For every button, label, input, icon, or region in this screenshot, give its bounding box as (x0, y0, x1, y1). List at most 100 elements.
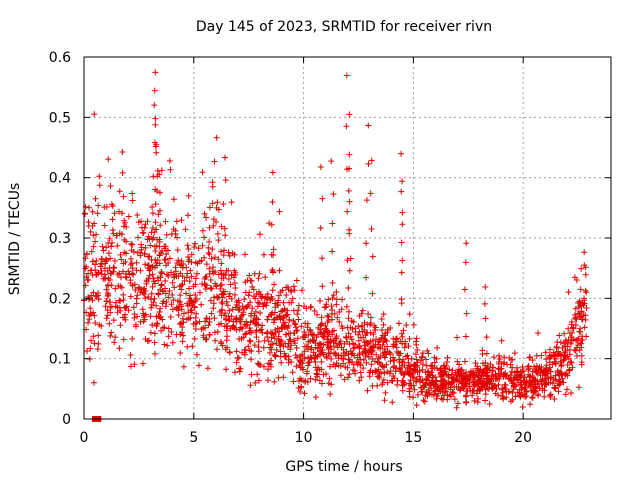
data-point (213, 346, 220, 353)
data-point (270, 251, 277, 258)
data-point (390, 354, 397, 361)
data-point (176, 320, 183, 327)
data-point (251, 270, 258, 277)
data-point (120, 268, 127, 275)
spike-point (152, 115, 159, 122)
data-point (356, 342, 363, 349)
data-point (88, 248, 95, 255)
data-point (390, 364, 397, 371)
chart-title: Day 145 of 2023, SRMTID for receiver riv… (196, 19, 492, 35)
data-point (271, 351, 278, 358)
data-point (230, 318, 237, 325)
data-point (184, 270, 191, 277)
data-point (282, 352, 289, 359)
data-point (439, 382, 446, 389)
data-point (178, 306, 185, 313)
data-point (231, 279, 238, 286)
data-point (219, 300, 226, 307)
data-point (167, 314, 174, 321)
data-point (104, 290, 111, 297)
data-point (126, 271, 133, 278)
data-point (84, 277, 91, 284)
data-point (272, 326, 279, 333)
data-point (129, 197, 136, 204)
data-point (317, 322, 324, 329)
data-point (291, 320, 298, 327)
data-point (275, 374, 282, 381)
data-point (316, 340, 323, 347)
data-point (296, 375, 303, 382)
data-point (271, 315, 278, 322)
data-point (489, 364, 496, 371)
data-point (247, 338, 254, 345)
data-point (117, 274, 124, 281)
data-point (91, 238, 98, 245)
data-point (170, 297, 177, 304)
y-tick-label: 0 (62, 412, 71, 428)
data-point (90, 243, 97, 250)
data-point (293, 345, 300, 352)
data-point (398, 330, 405, 337)
data-point (578, 302, 585, 309)
data-point (401, 344, 408, 351)
data-point (479, 380, 486, 387)
spike-point (399, 221, 406, 228)
data-point (200, 332, 207, 339)
data-point (246, 325, 253, 332)
data-point (173, 260, 180, 267)
data-point (379, 381, 386, 388)
spike-point (154, 167, 161, 174)
data-point (198, 301, 205, 308)
spike-point (481, 300, 488, 307)
data-point (169, 339, 176, 346)
data-point (564, 386, 571, 393)
data-point (243, 318, 250, 325)
data-point (227, 281, 234, 288)
data-point (96, 173, 103, 180)
spike-point (120, 260, 127, 267)
data-point (364, 387, 371, 394)
data-point (90, 379, 97, 386)
data-point (162, 290, 169, 297)
data-point (533, 363, 540, 370)
data-point (233, 314, 240, 321)
data-point (525, 366, 532, 373)
data-point (562, 347, 569, 354)
data-point (509, 389, 516, 396)
data-point (108, 270, 115, 277)
data-point (269, 266, 276, 273)
data-point (350, 340, 357, 347)
spike-point (319, 195, 326, 202)
data-point (460, 375, 467, 382)
data-point (185, 254, 192, 261)
data-point (275, 333, 282, 340)
data-point (377, 360, 384, 367)
data-point (474, 387, 481, 394)
data-point (148, 304, 155, 311)
data-point (369, 383, 376, 390)
data-point (149, 271, 156, 278)
data-point (419, 388, 426, 395)
data-point (557, 378, 564, 385)
data-point (195, 362, 202, 369)
data-point (247, 299, 254, 306)
spike-point (367, 190, 374, 197)
data-point (283, 291, 290, 298)
data-point (112, 285, 119, 292)
data-point (555, 371, 562, 378)
data-point (101, 204, 108, 211)
data-point (123, 223, 130, 230)
data-point (307, 354, 314, 361)
data-point (425, 368, 432, 375)
data-point (134, 212, 141, 219)
data-point (367, 344, 374, 351)
data-point (581, 324, 588, 331)
data-point (333, 289, 340, 296)
data-point (162, 256, 169, 263)
data-point (455, 400, 462, 407)
data-point (387, 358, 394, 365)
data-point (133, 259, 140, 266)
data-point (445, 381, 452, 388)
data-point (215, 206, 222, 213)
